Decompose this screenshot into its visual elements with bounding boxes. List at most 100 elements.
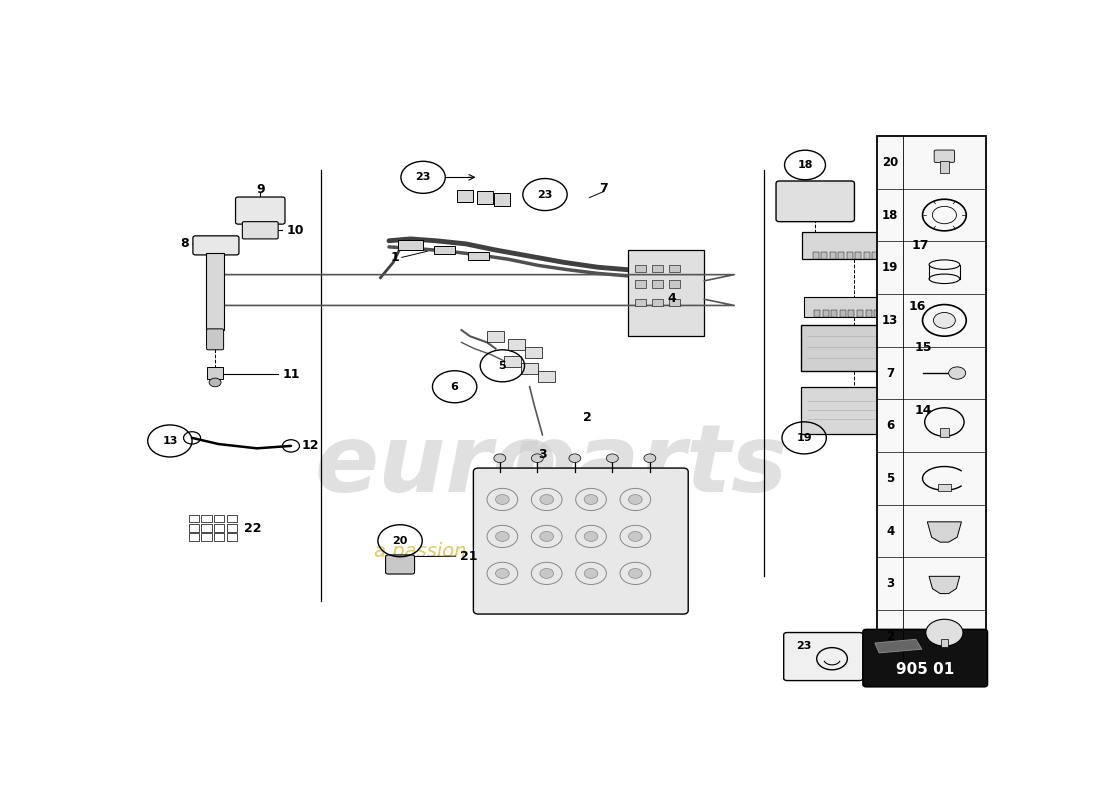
Bar xyxy=(227,524,238,531)
Bar xyxy=(433,246,455,254)
FancyBboxPatch shape xyxy=(473,468,689,614)
FancyBboxPatch shape xyxy=(192,236,239,255)
FancyBboxPatch shape xyxy=(242,222,278,239)
Bar xyxy=(940,161,948,174)
Bar xyxy=(652,265,662,272)
Text: 6: 6 xyxy=(887,419,894,432)
Text: 23: 23 xyxy=(795,641,811,650)
FancyBboxPatch shape xyxy=(386,555,415,574)
FancyBboxPatch shape xyxy=(235,197,285,224)
Bar xyxy=(201,534,211,541)
Circle shape xyxy=(926,619,962,646)
Text: 905 01: 905 01 xyxy=(896,662,955,677)
Bar xyxy=(866,310,871,317)
Bar xyxy=(636,265,646,272)
Bar xyxy=(891,310,898,317)
Bar xyxy=(636,298,646,306)
Text: 19: 19 xyxy=(796,433,812,443)
Text: 15: 15 xyxy=(915,341,933,354)
Bar xyxy=(670,298,680,306)
Circle shape xyxy=(934,313,955,328)
Circle shape xyxy=(496,531,509,542)
Bar xyxy=(898,253,904,258)
Text: 2: 2 xyxy=(583,411,592,424)
Circle shape xyxy=(494,454,506,462)
Text: 11: 11 xyxy=(283,368,300,381)
Bar xyxy=(670,280,680,287)
Bar xyxy=(504,356,521,367)
FancyBboxPatch shape xyxy=(776,181,855,222)
Bar xyxy=(940,639,948,647)
Bar xyxy=(937,484,952,491)
Bar xyxy=(822,253,827,258)
Bar xyxy=(801,387,906,434)
Bar xyxy=(838,253,844,258)
Text: 4: 4 xyxy=(668,291,676,305)
Bar xyxy=(227,534,238,541)
Bar xyxy=(476,191,493,204)
Bar xyxy=(856,253,861,258)
Text: 3: 3 xyxy=(887,578,894,590)
Text: a passion for parts since 1985: a passion for parts since 1985 xyxy=(374,542,669,562)
Circle shape xyxy=(606,454,618,462)
Bar xyxy=(208,367,222,379)
Bar xyxy=(538,371,556,382)
Bar xyxy=(848,310,855,317)
Polygon shape xyxy=(930,576,959,594)
Bar xyxy=(882,310,889,317)
Circle shape xyxy=(531,454,543,462)
Circle shape xyxy=(628,569,642,578)
Bar xyxy=(670,265,680,272)
Bar xyxy=(864,253,870,258)
Text: 20: 20 xyxy=(393,536,408,546)
Text: 6: 6 xyxy=(451,382,459,392)
FancyBboxPatch shape xyxy=(864,630,988,686)
Text: 18: 18 xyxy=(882,209,899,222)
Bar xyxy=(214,524,224,531)
Bar xyxy=(878,136,986,662)
Text: 18: 18 xyxy=(798,160,813,170)
Bar xyxy=(823,310,829,317)
Text: 13: 13 xyxy=(882,314,899,327)
Circle shape xyxy=(496,494,509,505)
Bar xyxy=(804,297,902,317)
Circle shape xyxy=(948,367,966,379)
Text: 12: 12 xyxy=(302,439,319,452)
Circle shape xyxy=(540,531,553,542)
Circle shape xyxy=(569,454,581,462)
Circle shape xyxy=(540,494,553,505)
Bar xyxy=(526,346,542,358)
Text: 4: 4 xyxy=(887,525,894,538)
Bar xyxy=(874,310,880,317)
Text: 9: 9 xyxy=(256,183,265,196)
Text: 13: 13 xyxy=(162,436,177,446)
Bar xyxy=(189,534,199,541)
Text: 2: 2 xyxy=(887,630,894,643)
Bar xyxy=(829,253,836,258)
Bar xyxy=(832,310,837,317)
Text: 23: 23 xyxy=(537,190,552,199)
Bar xyxy=(628,250,704,336)
Circle shape xyxy=(584,531,598,542)
Bar xyxy=(397,240,424,250)
Bar xyxy=(201,515,211,522)
Text: 21: 21 xyxy=(460,550,477,562)
Text: 19: 19 xyxy=(882,262,899,274)
Bar xyxy=(847,253,852,258)
Bar xyxy=(508,338,526,350)
Bar xyxy=(521,363,538,374)
Text: parts: parts xyxy=(509,419,789,512)
Text: 16: 16 xyxy=(909,300,926,313)
FancyBboxPatch shape xyxy=(783,633,864,681)
Bar xyxy=(940,428,948,437)
Bar xyxy=(890,253,895,258)
FancyBboxPatch shape xyxy=(934,150,955,162)
Text: 7: 7 xyxy=(600,182,608,195)
Bar xyxy=(494,194,510,206)
Circle shape xyxy=(540,569,553,578)
Bar xyxy=(214,534,224,541)
Text: euro: euro xyxy=(315,419,558,512)
Polygon shape xyxy=(927,522,961,542)
Circle shape xyxy=(628,494,642,505)
Bar xyxy=(214,515,224,522)
